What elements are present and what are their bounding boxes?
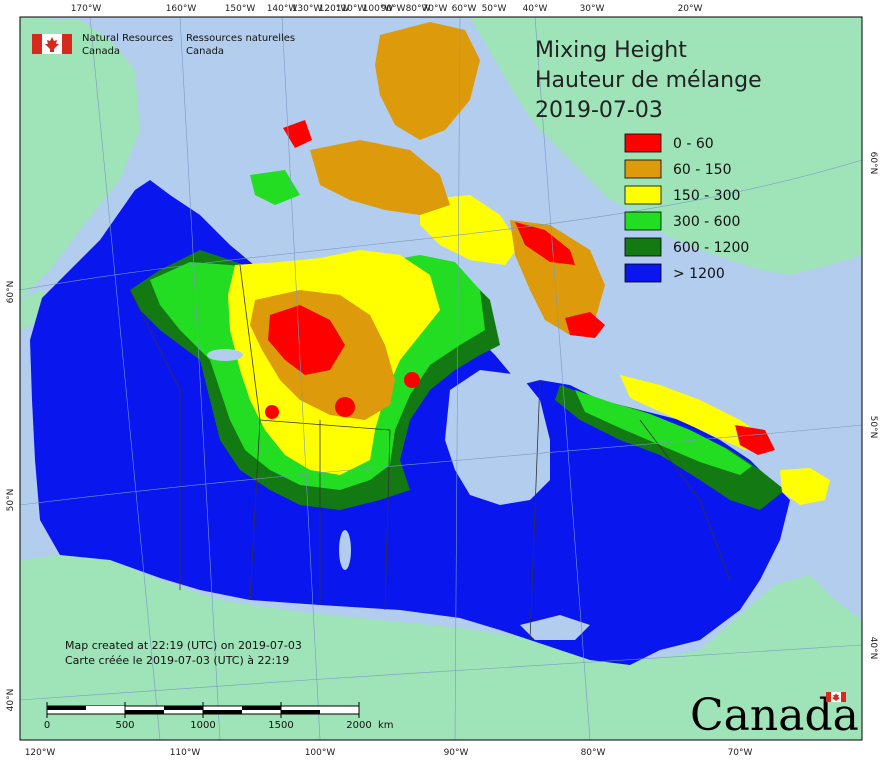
red-spot-3 — [265, 405, 279, 419]
title-line2: Hauteur de mélange — [535, 68, 762, 93]
agency-en-line2: Canada — [82, 46, 120, 57]
left-tick-label: 60°N — [6, 281, 16, 304]
province-borders — [129, 264, 731, 641]
top-tick-label: 40°W — [523, 4, 548, 14]
newfoundland-150-300 — [780, 468, 830, 505]
legend-label: 600 - 1200 — [673, 240, 749, 256]
legend-label: > 1200 — [673, 266, 725, 282]
east-coast-300-600 — [575, 390, 752, 475]
lake-superior — [520, 615, 590, 640]
greenland-landmass — [470, 17, 862, 275]
title-line1: Mixing Height — [535, 38, 687, 63]
bottom-tick-labels: 120°W 110°W 100°W 90°W 80°W 70°W — [25, 748, 753, 758]
top-tick-label: 90°W — [381, 4, 406, 14]
top-tick-label: 70°W — [423, 4, 448, 14]
lake-winnipeg — [339, 530, 351, 570]
wordmark-flag-icon — [826, 692, 846, 702]
legend-swatch — [624, 185, 662, 205]
top-tick-label: 20°W — [678, 4, 703, 14]
great-slave-lake — [207, 349, 243, 361]
left-tick-label: 50°N — [6, 489, 16, 512]
top-tick-label: 80°W — [406, 4, 431, 14]
hudson-bay — [445, 370, 550, 505]
arctic-300-600 — [250, 170, 300, 205]
bottom-tick-label: 110°W — [170, 748, 201, 758]
labrador-150-300 — [620, 375, 770, 450]
top-tick-label: 160°W — [166, 4, 197, 14]
top-tick-label: 140°W — [267, 4, 298, 14]
baffin-red-south — [565, 312, 605, 338]
legend: 0 - 60 60 - 150 150 - 300 300 - 600 600 - 12… — [624, 133, 749, 283]
bottom-tick-label: 80°W — [581, 748, 606, 758]
legend-swatch — [624, 159, 662, 179]
arctic-archipelago-60-150 — [310, 140, 450, 215]
top-tick-label: 120°W — [319, 4, 350, 14]
scale-unit: km — [378, 720, 394, 731]
legend-label: 0 - 60 — [673, 136, 714, 152]
usa-landmass — [20, 555, 862, 740]
legend-swatch — [624, 211, 662, 231]
legend-swatch — [624, 237, 662, 257]
scale-bar — [46, 702, 360, 718]
legend-label: 300 - 600 — [673, 214, 740, 230]
top-tick-labels: 170°W 160°W 150°W 140°W 130°W 120°W 110°… — [71, 4, 703, 14]
bottom-tick-label: 90°W — [444, 748, 469, 758]
credit-line1: Map created at 22:19 (UTC) on 2019-07-03 — [65, 639, 302, 652]
arctic-150-300 — [420, 195, 520, 265]
left-tick-labels: 60°N 50°N 40°N — [6, 281, 16, 712]
top-tick-label: 60°W — [452, 4, 477, 14]
scale-label: 1000 — [190, 720, 215, 731]
canada-region-0-60 — [268, 305, 345, 375]
top-tick-label: 100°W — [363, 4, 394, 14]
top-tick-label: 50°W — [482, 4, 507, 14]
bottom-tick-label: 120°W — [25, 748, 56, 758]
baffin-red — [515, 222, 575, 265]
top-tick-label: 170°W — [71, 4, 102, 14]
title-date: 2019-07-03 — [535, 98, 663, 123]
labrador-red — [735, 425, 775, 455]
legend-label: 60 - 150 — [673, 162, 732, 178]
left-tick-label: 40°N — [6, 689, 16, 712]
agency-en-line1: Natural Resources — [82, 33, 173, 44]
top-tick-label: 130°W — [292, 4, 323, 14]
credit-line2: Carte créée le 2019-07-03 (UTC) à 22:19 — [65, 654, 289, 667]
agency-fr-line2: Canada — [186, 46, 224, 57]
top-tick-label: 150°W — [225, 4, 256, 14]
legend-swatch — [624, 133, 662, 153]
right-tick-labels: 60°N 50°N 40°N — [868, 152, 878, 660]
red-spot-2 — [404, 372, 420, 388]
scale-label: 1500 — [268, 720, 293, 731]
legend-swatch — [624, 263, 662, 283]
right-tick-label: 50°N — [868, 416, 878, 439]
graticule — [19, 16, 863, 741]
right-tick-label: 40°N — [868, 637, 878, 660]
bottom-tick-label: 70°W — [728, 748, 753, 758]
agency-fr-line1: Ressources naturelles — [186, 33, 295, 44]
bottom-tick-label: 100°W — [305, 748, 336, 758]
scale-label: 500 — [115, 720, 134, 731]
top-tick-label: 110°W — [336, 4, 367, 14]
alaska-landmass — [20, 17, 140, 300]
canada-flag-icon — [32, 34, 72, 54]
scale-label: 0 — [44, 720, 50, 731]
scale-label: 2000 — [346, 720, 371, 731]
top-tick-label: 30°W — [580, 4, 605, 14]
legend-label: 150 - 300 — [673, 188, 740, 204]
right-tick-label: 60°N — [868, 152, 878, 175]
arctic-red-north — [283, 120, 312, 148]
red-spot-1 — [335, 397, 355, 417]
arctic-islands-60-150 — [375, 22, 480, 140]
